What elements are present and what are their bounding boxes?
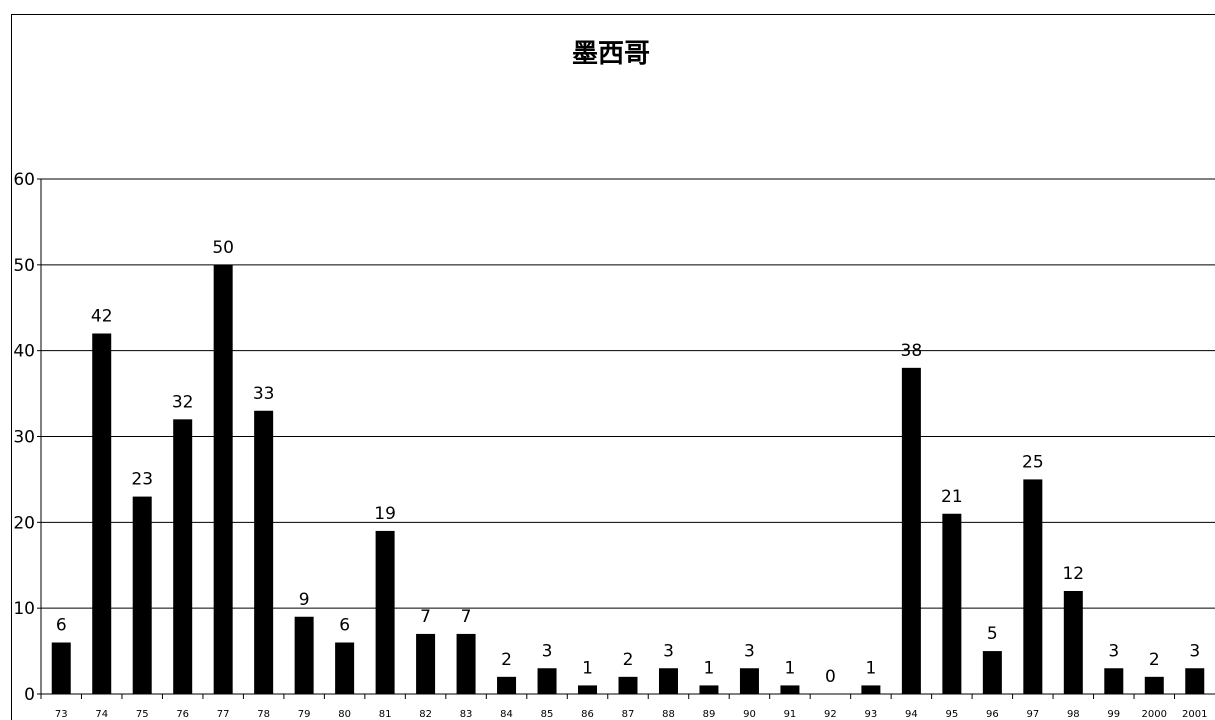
bar [901,367,921,694]
bar [92,333,112,694]
x-tick-label: 87 [622,709,635,720]
x-tick-label: 96 [986,709,999,720]
y-tick-label: 50 [13,256,35,276]
y-tick-label: 0 [24,685,35,705]
bar [254,410,274,694]
bar [375,530,395,694]
bar [1144,676,1164,694]
data-label: 25 [1022,452,1044,472]
x-tick-label: 92 [824,709,837,720]
data-label: 42 [91,307,113,327]
bar [861,685,881,694]
data-label: 0 [825,667,836,687]
bar [416,633,436,694]
data-label: 3 [663,641,674,661]
data-label: 5 [987,624,998,644]
x-tick-label: 99 [1107,709,1120,720]
y-tick-label: 60 [13,170,35,190]
bar [780,685,800,694]
x-tick-label: 81 [379,709,392,720]
x-tick-label: 73 [55,709,68,720]
data-label: 32 [172,392,194,412]
data-label: 50 [212,238,234,258]
data-label: 7 [420,607,431,627]
x-tick-label: 75 [136,709,149,720]
bar [51,642,71,694]
data-label: 6 [56,616,67,636]
y-tick-label: 40 [13,342,35,362]
x-tick-label: 90 [743,709,756,720]
x-tick-label: 88 [662,709,675,720]
bar [1063,591,1083,694]
data-label: 6 [339,616,350,636]
data-label: 9 [299,590,310,610]
data-label: 1 [582,658,593,678]
x-tick-label: 79 [298,709,311,720]
x-tick-label: 82 [419,709,432,720]
data-label: 2 [501,650,512,670]
x-tick-label: 89 [703,709,716,720]
data-label: 33 [253,384,275,404]
data-label: 38 [901,341,923,361]
x-tick-label: 83 [460,709,473,720]
bar [658,668,678,694]
data-label: 3 [1189,641,1200,661]
bar [618,676,638,694]
bar [173,419,193,694]
data-label: 3 [744,641,755,661]
x-tick-label: 74 [95,709,108,720]
x-tick-label: 91 [784,709,797,720]
x-tick-label: 2001 [1182,709,1207,720]
data-label: 12 [1062,564,1084,584]
bar [699,685,719,694]
bar [456,633,476,694]
bar [739,668,759,694]
bar [335,642,355,694]
bar [982,651,1002,694]
y-tick-label: 10 [13,599,35,619]
bar [213,264,233,694]
bar [537,668,557,694]
x-tick-label: 76 [176,709,189,720]
x-tick-label: 93 [865,709,878,720]
bar [1023,479,1043,694]
data-label: 3 [1108,641,1119,661]
x-tick-label: 80 [338,709,351,720]
bar [942,513,962,694]
data-label: 2 [1149,650,1160,670]
x-tick-label: 78 [257,709,270,720]
data-label: 1 [865,658,876,678]
data-label: 19 [374,504,396,524]
data-label: 2 [623,650,634,670]
x-tick-label: 97 [1026,709,1039,720]
bars [51,264,1205,694]
data-label: 7 [461,607,472,627]
bar [497,676,517,694]
bar [294,616,314,694]
bar [1185,668,1205,694]
x-tick-label: 95 [945,709,958,720]
x-tick-label: 85 [541,709,554,720]
x-tick-label: 98 [1067,709,1080,720]
bar [578,685,598,694]
data-label: 3 [542,641,553,661]
data-label: 1 [785,658,796,678]
x-tick-label: 84 [500,709,513,720]
bar [1104,668,1124,694]
chart-title: 墨西哥 [572,39,650,69]
data-label: 23 [131,470,153,490]
x-tick-label: 77 [217,709,230,720]
data-label: 1 [704,658,715,678]
x-tick-label: 2000 [1142,709,1167,720]
y-tick-label: 20 [13,513,35,533]
y-tick-label: 30 [13,428,35,448]
x-tick-label: 94 [905,709,918,720]
x-tick-label: 86 [581,709,594,720]
data-label: 21 [941,487,963,507]
chart-frame [11,14,1215,720]
bar [132,496,152,694]
